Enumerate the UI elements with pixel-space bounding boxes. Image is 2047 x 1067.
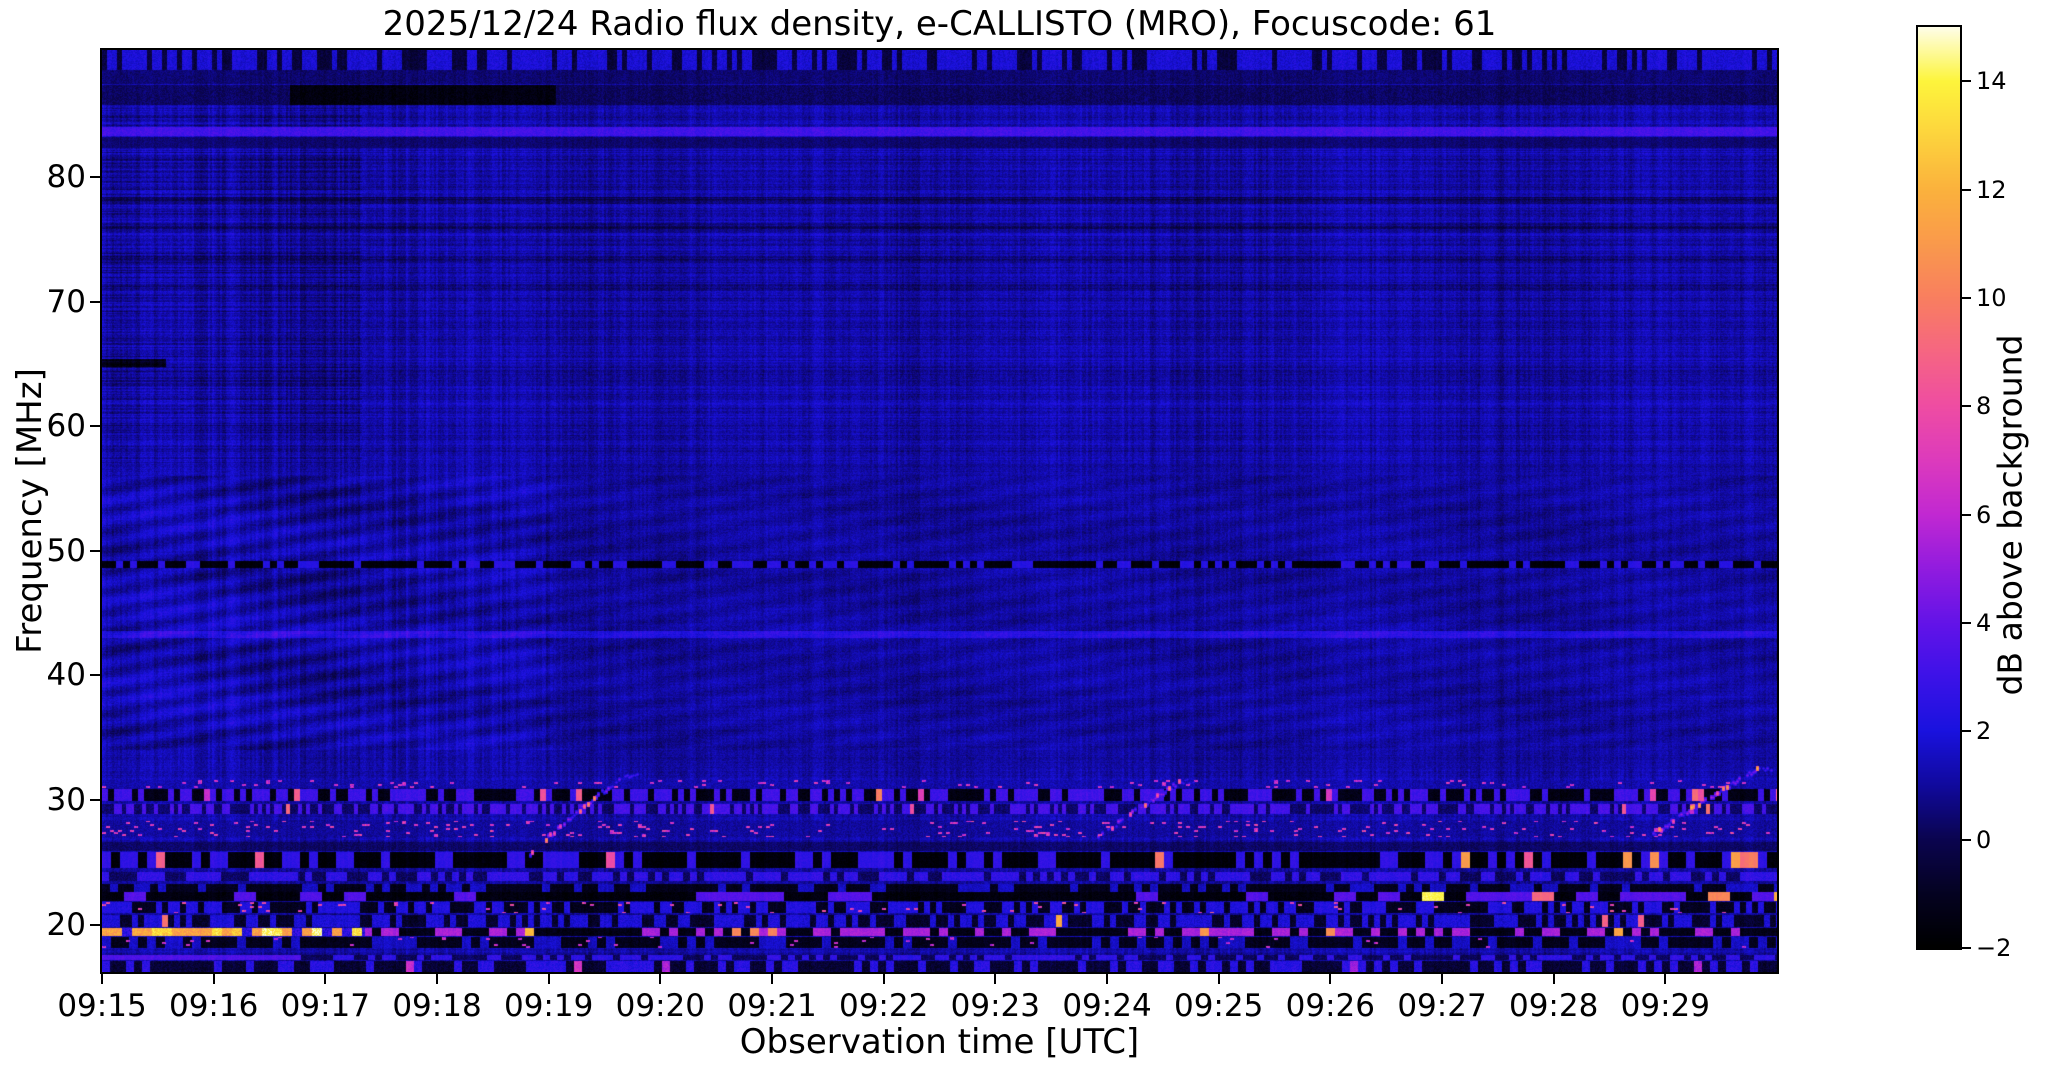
y-tick-mark	[90, 923, 100, 926]
x-tick-label: 09:17	[280, 988, 370, 1024]
x-tick-label: 09:27	[1397, 988, 1487, 1024]
x-tick-mark	[994, 974, 997, 984]
colorbar-tick-label: 14	[1976, 67, 2007, 96]
x-tick-label: 09:16	[168, 988, 259, 1024]
x-tick-label: 09:25	[1173, 988, 1264, 1024]
x-tick-mark	[101, 974, 103, 984]
colorbar-canvas	[1918, 27, 1960, 948]
colorbar-tick-label: 6	[1976, 500, 1992, 529]
spectrogram-canvas	[102, 50, 1777, 972]
x-tick-mark	[212, 974, 215, 984]
colorbar-tick-mark	[1962, 80, 1971, 83]
y-tick-mark	[90, 549, 100, 552]
y-tick-label: 70	[46, 283, 86, 320]
colorbar-tick-mark	[1962, 513, 1971, 516]
x-tick-mark	[436, 974, 438, 984]
colorbar-tick-mark	[1962, 838, 1971, 841]
y-tick-mark	[90, 300, 100, 303]
colorbar-tick-label: 2	[1976, 717, 1992, 746]
x-tick-label: 09:24	[1062, 988, 1152, 1024]
colorbar-tick-label: 8	[1976, 392, 1992, 421]
y-tick-label: 40	[46, 657, 86, 694]
y-tick-mark	[90, 176, 100, 179]
x-tick-label: 09:19	[503, 988, 594, 1024]
colorbar-tick-mark	[1962, 188, 1971, 191]
colorbar-tick-mark	[1962, 296, 1971, 299]
x-tick-label: 09:21	[727, 988, 817, 1024]
x-tick-mark	[1329, 974, 1332, 984]
colorbar-tick-mark	[1962, 947, 1971, 949]
x-tick-mark	[1664, 974, 1667, 984]
colorbar-tick-label: 0	[1976, 825, 1992, 854]
colorbar-tick-mark	[1962, 621, 1971, 624]
colorbar-tick-mark	[1962, 405, 1971, 408]
x-tick-mark	[324, 974, 327, 984]
y-tick-mark	[90, 799, 100, 802]
x-tick-mark	[1441, 974, 1443, 984]
y-tick-label: 30	[46, 782, 86, 819]
y-tick-label: 20	[46, 906, 86, 943]
x-tick-mark	[659, 974, 662, 984]
x-tick-label: 09:26	[1285, 988, 1375, 1024]
colorbar-tick-label: 10	[1976, 283, 2007, 312]
x-tick-mark	[771, 974, 773, 984]
x-tick-label: 09:22	[838, 988, 929, 1024]
x-tick-label: 09:15	[57, 988, 147, 1024]
y-tick-label: 80	[46, 159, 86, 196]
chart-title: 2025/12/24 Radio flux density, e-CALLIST…	[382, 4, 1497, 44]
colorbar-tick-label: 4	[1976, 608, 1992, 637]
y-axis-label: Frequency [MHz]	[10, 368, 50, 654]
x-tick-mark	[1106, 974, 1108, 984]
y-tick-label: 50	[46, 532, 86, 569]
y-tick-mark	[90, 674, 100, 677]
y-tick-label: 60	[46, 408, 86, 445]
x-tick-mark	[882, 974, 885, 984]
x-tick-label: 09:23	[950, 988, 1040, 1024]
x-tick-mark	[1552, 974, 1555, 984]
colorbar-tick-mark	[1962, 730, 1971, 733]
colorbar-label: dB above background	[1990, 334, 2030, 696]
x-axis-label: Observation time [UTC]	[739, 1022, 1140, 1062]
x-tick-mark	[1217, 974, 1220, 984]
colorbar-tick-label: −2	[1976, 934, 2012, 962]
colorbar-tick-label: 12	[1976, 175, 2007, 204]
x-tick-label: 09:20	[615, 988, 705, 1024]
x-tick-mark	[547, 974, 550, 984]
x-tick-label: 09:29	[1620, 988, 1710, 1024]
x-tick-label: 09:28	[1508, 988, 1599, 1024]
y-tick-mark	[90, 425, 100, 428]
x-tick-label: 09:18	[392, 988, 482, 1024]
